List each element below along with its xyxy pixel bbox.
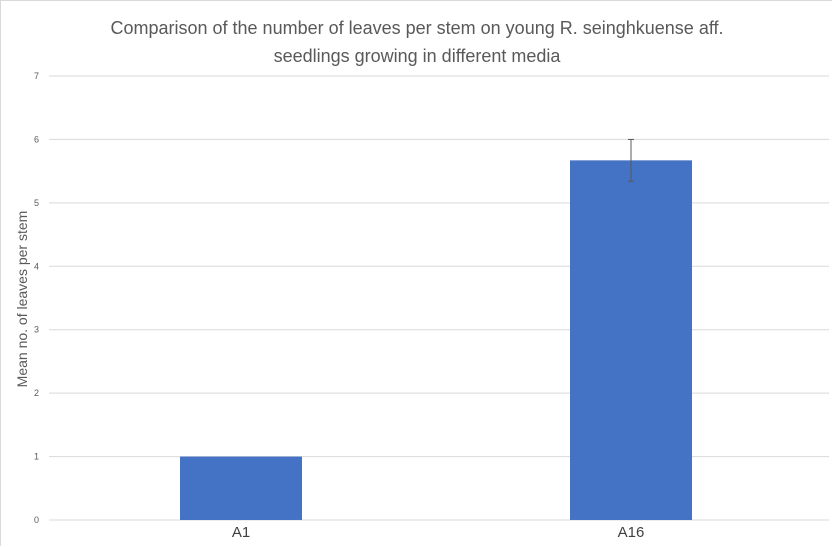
y-tick-labels: 0 1 2 3 4 5 6 7 [34, 71, 39, 525]
chart-title-line-1: Comparison of the number of leaves per s… [110, 18, 724, 38]
x-category-labels: A1 A16 [232, 524, 645, 541]
x-category-label-A1: A1 [232, 524, 250, 541]
bar-A16 [570, 160, 692, 521]
y-tick-label-0: 0 [34, 515, 39, 525]
y-tick-label-4: 4 [34, 261, 39, 271]
y-tick-label-1: 1 [34, 452, 39, 462]
bars [180, 160, 692, 521]
error-bar-A16 [628, 138, 634, 182]
gridlines [49, 75, 829, 521]
y-tick-label-7: 7 [34, 71, 39, 81]
y-axis-title: Mean no. of leaves per stem [14, 211, 30, 388]
chart-title-line-2: seedlings growing in different media [273, 46, 561, 66]
y-tick-label-5: 5 [34, 198, 39, 208]
bar-A1 [180, 456, 302, 520]
y-tick-label-2: 2 [34, 388, 39, 398]
y-tick-label-6: 6 [34, 134, 39, 144]
error-bars [628, 138, 634, 182]
y-tick-label-3: 3 [34, 325, 39, 335]
x-category-label-A16: A16 [618, 524, 645, 541]
